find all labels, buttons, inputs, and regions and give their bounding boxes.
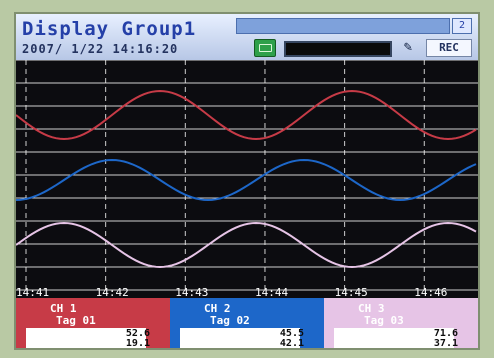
channel-3-value-box <box>334 328 454 348</box>
trend-chart: 14:41 14:42 14:43 14:44 14:45 14:46 <box>16 60 478 298</box>
channel-2-panel: CH 2 Tag 02 45.5 42.1 <box>170 298 324 349</box>
time-tick-label: 14:41 <box>16 286 49 298</box>
status-bar <box>236 18 450 34</box>
channel-2-value-1: 45.5 <box>279 328 304 339</box>
display-group-title: Display Group1 <box>22 18 197 40</box>
channel-2-value-2: 42.1 <box>279 338 304 349</box>
series-line <box>16 89 477 141</box>
channel-3-panel: CH 3 Tag 03 71.6 37.1 <box>324 298 478 349</box>
page-badge: 2 <box>452 18 472 34</box>
series-line <box>16 221 477 269</box>
channel-3-value-2: 37.1 <box>433 338 458 349</box>
recorder-screen: Display Group1 2007/ 1/22 14:16:20 2 ✎ R… <box>14 12 480 350</box>
channel-3-label: CH 3 <box>358 302 385 315</box>
channel-2-label: CH 2 <box>204 302 231 315</box>
channel-3-value-1: 71.6 <box>433 328 458 339</box>
channel-1-label: CH 1 <box>50 302 77 315</box>
channel-3-tag: Tag 03 <box>364 314 404 327</box>
channel-footer: CH 1 Tag 01 52.6 19.1 CH 2 Tag 02 45.5 4… <box>16 298 478 349</box>
screen-header: Display Group1 2007/ 1/22 14:16:20 2 ✎ R… <box>16 14 478 60</box>
pen-icon: ✎ <box>403 39 413 55</box>
channel-1-value-2: 19.1 <box>125 338 150 349</box>
channel-1-value-1: 52.6 <box>125 328 150 339</box>
channel-1-tag: Tag 01 <box>56 314 96 327</box>
channel-2-tag: Tag 02 <box>210 314 250 327</box>
plot-background <box>16 60 478 298</box>
series-line <box>16 158 477 202</box>
datetime-readout: 2007/ 1/22 14:16:20 <box>22 42 179 56</box>
channel-1-panel: CH 1 Tag 01 52.6 19.1 <box>16 298 170 349</box>
time-tick-label: 14:45 <box>335 286 368 298</box>
memory-meter <box>284 41 392 57</box>
memory-card-icon <box>254 39 276 57</box>
channel-1-value-box <box>26 328 146 348</box>
time-tick-label: 14:46 <box>414 286 447 298</box>
channel-2-value-box <box>180 328 300 348</box>
time-tick-label: 14:43 <box>175 286 208 298</box>
time-tick-label: 14:42 <box>96 286 129 298</box>
rec-button[interactable]: REC <box>426 39 472 57</box>
time-tick-label: 14:44 <box>255 286 288 298</box>
